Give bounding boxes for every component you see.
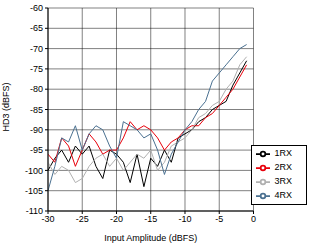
html-text:1RX: 1RX: [274, 148, 292, 159]
svg-text:-20: -20: [110, 214, 123, 224]
svg-text:-100: -100: [25, 166, 43, 176]
html-text:2RX: 2RX: [274, 162, 292, 173]
svg-text:HD3 (dBFS): HD3 (dBFS): [8, 82, 11, 131]
svg-text:-80: -80: [30, 84, 43, 94]
html-text:3RX: 3RX: [274, 176, 292, 187]
svg-text:-25: -25: [76, 214, 89, 224]
svg-text:-60: -60: [30, 3, 43, 13]
html-text:4RX: 4RX: [274, 190, 292, 201]
svg-text:-90: -90: [30, 125, 43, 135]
svg-text:Input Amplitude (dBFS): Input Amplitude (dBFS): [104, 233, 197, 243]
svg-text:-65: -65: [30, 23, 43, 33]
svg-text:-10: -10: [178, 214, 191, 224]
svg-text:-110: -110: [26, 206, 43, 216]
svg-text:0: 0: [251, 214, 256, 224]
svg-text:-95: -95: [30, 145, 43, 155]
svg-text:-5: -5: [215, 214, 223, 224]
svg-text:-70: -70: [30, 44, 43, 54]
svg-text:-15: -15: [144, 214, 157, 224]
svg-text:-85: -85: [30, 105, 43, 115]
svg-text:-75: -75: [30, 64, 43, 74]
svg-text:-105: -105: [25, 186, 43, 196]
svg-text:-30: -30: [41, 214, 54, 224]
